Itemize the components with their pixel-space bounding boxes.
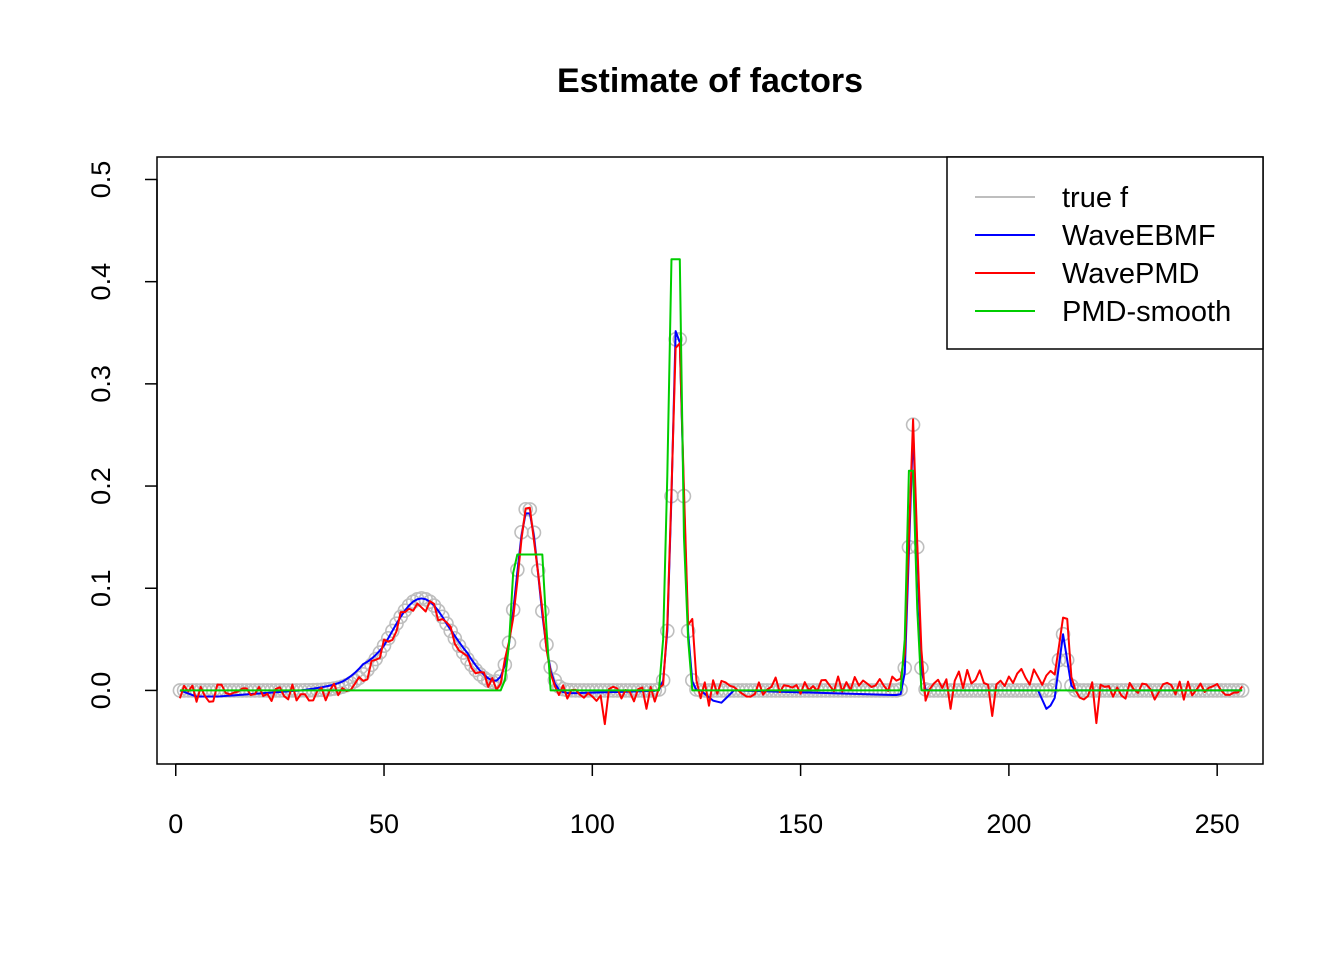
data-point [385,623,400,639]
y-tick-label: 0.3 [86,365,116,403]
y-tick-label: 0.0 [86,672,116,710]
series-line-true-f [179,338,1243,692]
x-tick-label: 0 [168,809,183,839]
data-point [439,616,454,631]
y-axis: 0.0 0.1 0.2 0.3 0.4 0.5 [86,161,158,710]
data-point [422,594,438,609]
legend: true f WaveEBMF WavePMD PMD-smooth [946,156,1264,350]
y-tick-label: 0.4 [86,263,116,301]
series-line-pmd-smooth [179,258,1243,692]
x-tick-label: 200 [986,809,1031,839]
legend-label-waveebmf: WaveEBMF [1062,220,1216,252]
data-point [451,638,467,653]
data-point [372,645,388,660]
legend-label-wavepmd: WavePMD [1062,258,1200,290]
legend-box [946,156,1264,350]
y-tick-label: 0.5 [86,161,116,199]
series-wavepmd [178,342,1243,726]
chart-title: Estimate of factors [557,62,863,100]
x-tick-label: 250 [1195,809,1240,839]
data-point [443,623,458,639]
data-layer [172,258,1250,726]
series-line-waveebmf [179,330,1243,710]
y-tick-label: 0.1 [86,569,116,607]
data-point [380,631,396,646]
series-waveebmf [179,330,1243,710]
legend-label-pmd-smooth: PMD-smooth [1062,296,1231,328]
series-true-f [172,331,1250,698]
legend-label-true-f: true f [1062,182,1129,214]
data-point [351,670,367,686]
data-point [468,662,483,678]
x-tick-label: 150 [778,809,823,839]
series-line-wavepmd [178,342,1243,726]
y-tick-label: 0.2 [86,467,116,505]
data-point [1059,652,1075,668]
x-tick-label: 50 [369,809,399,839]
series-pmd-smooth [179,258,1243,692]
x-axis: 0 50 100 150 200 250 [168,763,1240,839]
x-tick-label: 100 [570,809,615,839]
